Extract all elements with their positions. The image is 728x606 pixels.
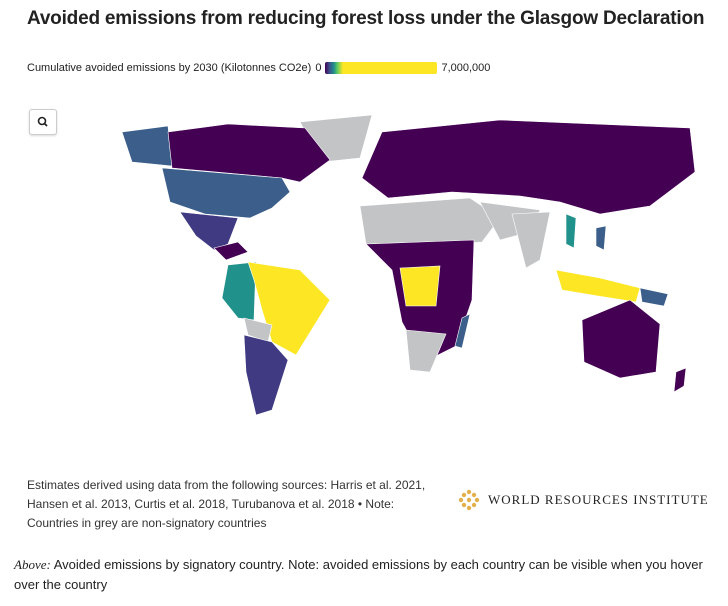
title: Avoided emissions from reducing forest l…	[27, 8, 705, 29]
drc	[399, 265, 441, 307]
caption-text: Avoided emissions by signatory country. …	[14, 557, 703, 592]
logo: WORLD RESOURCES INSTITUTE	[458, 489, 709, 511]
world-map	[121, 114, 696, 416]
logo-mark	[458, 489, 480, 511]
legend-max: 7,000,000	[441, 62, 491, 74]
north-africa	[359, 197, 501, 247]
legend-min: 0	[315, 62, 322, 74]
europe-russia-china	[361, 119, 696, 215]
new-zealand	[673, 367, 687, 393]
sources-note: Estimates derived using data from the fo…	[27, 478, 426, 530]
logo-text: WORLD RESOURCES INSTITUTE	[488, 492, 709, 507]
australia	[581, 299, 661, 379]
legend: Cumulative avoided emissions by 2030 (Ki…	[27, 62, 490, 74]
caption: Above: Avoided emissions by signatory co…	[14, 555, 724, 595]
papua-new-guinea	[639, 287, 669, 307]
argentina-chile	[243, 334, 289, 416]
brazil	[247, 261, 331, 356]
usa	[161, 167, 291, 219]
philippines	[595, 225, 607, 251]
vietnam	[565, 213, 577, 249]
central-america	[213, 241, 249, 261]
canada	[167, 123, 331, 183]
legend-color-bar	[325, 62, 438, 74]
madagascar	[454, 313, 471, 349]
southern-africa	[405, 329, 447, 373]
caption-lead: Above:	[14, 557, 51, 572]
legend-label: Cumulative avoided emissions by 2030 (Ki…	[27, 62, 312, 74]
search-button[interactable]	[29, 109, 57, 135]
india	[511, 211, 551, 269]
indonesia	[555, 269, 641, 303]
search-icon	[37, 116, 48, 127]
alaska	[121, 125, 173, 167]
